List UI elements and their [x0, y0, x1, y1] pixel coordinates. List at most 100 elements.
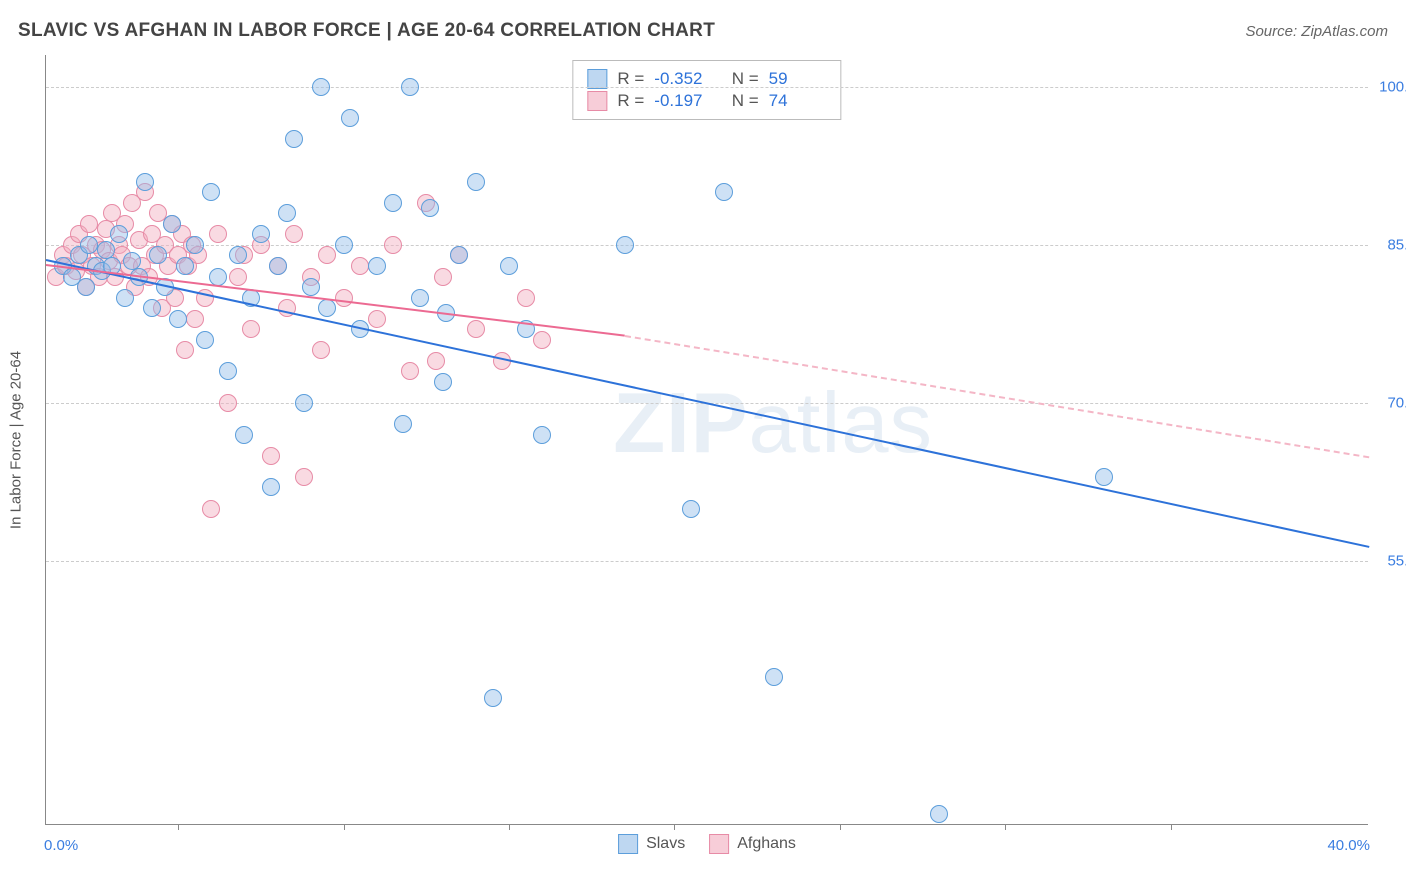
scatter-point-slavs [285, 130, 303, 148]
scatter-point-afghans [517, 289, 535, 307]
scatter-point-slavs [368, 257, 386, 275]
scatter-point-slavs [533, 426, 551, 444]
scatter-point-slavs [269, 257, 287, 275]
scatter-point-slavs [335, 236, 353, 254]
watermark: ZIPatlas [613, 375, 933, 473]
x-max-label: 40.0% [1327, 837, 1370, 854]
scatter-point-slavs [434, 373, 452, 391]
scatter-point-afghans [312, 341, 330, 359]
scatter-point-slavs [930, 805, 948, 823]
scatter-point-slavs [262, 478, 280, 496]
scatter-point-slavs [384, 194, 402, 212]
scatter-point-afghans [229, 268, 247, 286]
n-label: N = [722, 91, 758, 111]
y-axis-label: In Labor Force | Age 20-64 [8, 350, 25, 528]
chart-area: In Labor Force | Age 20-64 ZIPatlas R = … [45, 55, 1368, 825]
legend-bottom: Slavs Afghans [618, 834, 796, 854]
scatter-point-afghans [533, 331, 551, 349]
scatter-point-slavs [149, 246, 167, 264]
scatter-point-slavs [421, 199, 439, 217]
scatter-point-slavs [484, 689, 502, 707]
scatter-point-afghans [202, 500, 220, 518]
scatter-point-afghans [467, 320, 485, 338]
scatter-point-slavs [80, 236, 98, 254]
r-label: R = [617, 91, 644, 111]
scatter-point-slavs [500, 257, 518, 275]
x-tick [1171, 824, 1172, 830]
x-tick [674, 824, 675, 830]
scatter-point-slavs [765, 668, 783, 686]
scatter-point-slavs [295, 394, 313, 412]
scatter-point-slavs [341, 109, 359, 127]
scatter-point-afghans [209, 225, 227, 243]
x-tick [509, 824, 510, 830]
scatter-point-slavs [394, 415, 412, 433]
scatter-point-afghans [351, 257, 369, 275]
scatter-point-afghans [368, 310, 386, 328]
legend-swatch [709, 834, 729, 854]
scatter-point-afghans [262, 447, 280, 465]
source-label: Source: ZipAtlas.com [1245, 23, 1388, 40]
grid-line [46, 87, 1368, 88]
scatter-point-afghans [318, 246, 336, 264]
scatter-point-slavs [169, 310, 187, 328]
scatter-point-slavs [401, 78, 419, 96]
scatter-point-slavs [278, 204, 296, 222]
y-tick-label: 55.0% [1375, 553, 1406, 570]
scatter-point-afghans [285, 225, 303, 243]
scatter-point-slavs [176, 257, 194, 275]
r-value: -0.197 [654, 91, 712, 111]
y-tick-label: 70.0% [1375, 395, 1406, 412]
legend-swatch [587, 91, 607, 111]
scatter-point-slavs [136, 173, 154, 191]
legend-swatch [618, 834, 638, 854]
trend-line [625, 335, 1370, 458]
scatter-point-slavs [209, 268, 227, 286]
scatter-point-slavs [252, 225, 270, 243]
scatter-point-slavs [616, 236, 634, 254]
scatter-point-slavs [196, 331, 214, 349]
watermark-light: atlas [748, 376, 933, 471]
scatter-point-slavs [186, 236, 204, 254]
scatter-point-slavs [163, 215, 181, 233]
scatter-point-afghans [384, 236, 402, 254]
n-value: 74 [769, 91, 827, 111]
scatter-point-slavs [202, 183, 220, 201]
scatter-point-slavs [312, 78, 330, 96]
scatter-point-afghans [401, 362, 419, 380]
x-min-label: 0.0% [44, 837, 78, 854]
x-tick [1005, 824, 1006, 830]
stats-row: R = -0.197 N = 74 [587, 91, 826, 111]
scatter-point-slavs [318, 299, 336, 317]
x-tick [178, 824, 179, 830]
scatter-point-slavs [1095, 468, 1113, 486]
scatter-point-slavs [229, 246, 247, 264]
scatter-point-slavs [715, 183, 733, 201]
scatter-point-slavs [219, 362, 237, 380]
scatter-point-afghans [242, 320, 260, 338]
legend-label: Slavs [646, 835, 685, 853]
x-tick [344, 824, 345, 830]
x-tick [840, 824, 841, 830]
watermark-bold: ZIP [613, 376, 748, 471]
scatter-point-slavs [682, 500, 700, 518]
scatter-point-slavs [116, 289, 134, 307]
scatter-point-slavs [467, 173, 485, 191]
scatter-point-afghans [335, 289, 353, 307]
scatter-point-slavs [411, 289, 429, 307]
scatter-point-slavs [143, 299, 161, 317]
legend-item: Afghans [709, 834, 796, 854]
y-tick-label: 100.0% [1375, 78, 1406, 95]
scatter-point-slavs [110, 225, 128, 243]
legend-label: Afghans [737, 835, 796, 853]
scatter-point-afghans [176, 341, 194, 359]
scatter-point-afghans [80, 215, 98, 233]
scatter-point-afghans [427, 352, 445, 370]
scatter-point-afghans [295, 468, 313, 486]
stats-box: R = -0.352 N = 59R = -0.197 N = 74 [572, 60, 841, 120]
y-tick-label: 85.0% [1375, 236, 1406, 253]
scatter-point-afghans [186, 310, 204, 328]
scatter-point-slavs [302, 278, 320, 296]
title-bar: SLAVIC VS AFGHAN IN LABOR FORCE | AGE 20… [18, 20, 1388, 42]
scatter-point-slavs [77, 278, 95, 296]
